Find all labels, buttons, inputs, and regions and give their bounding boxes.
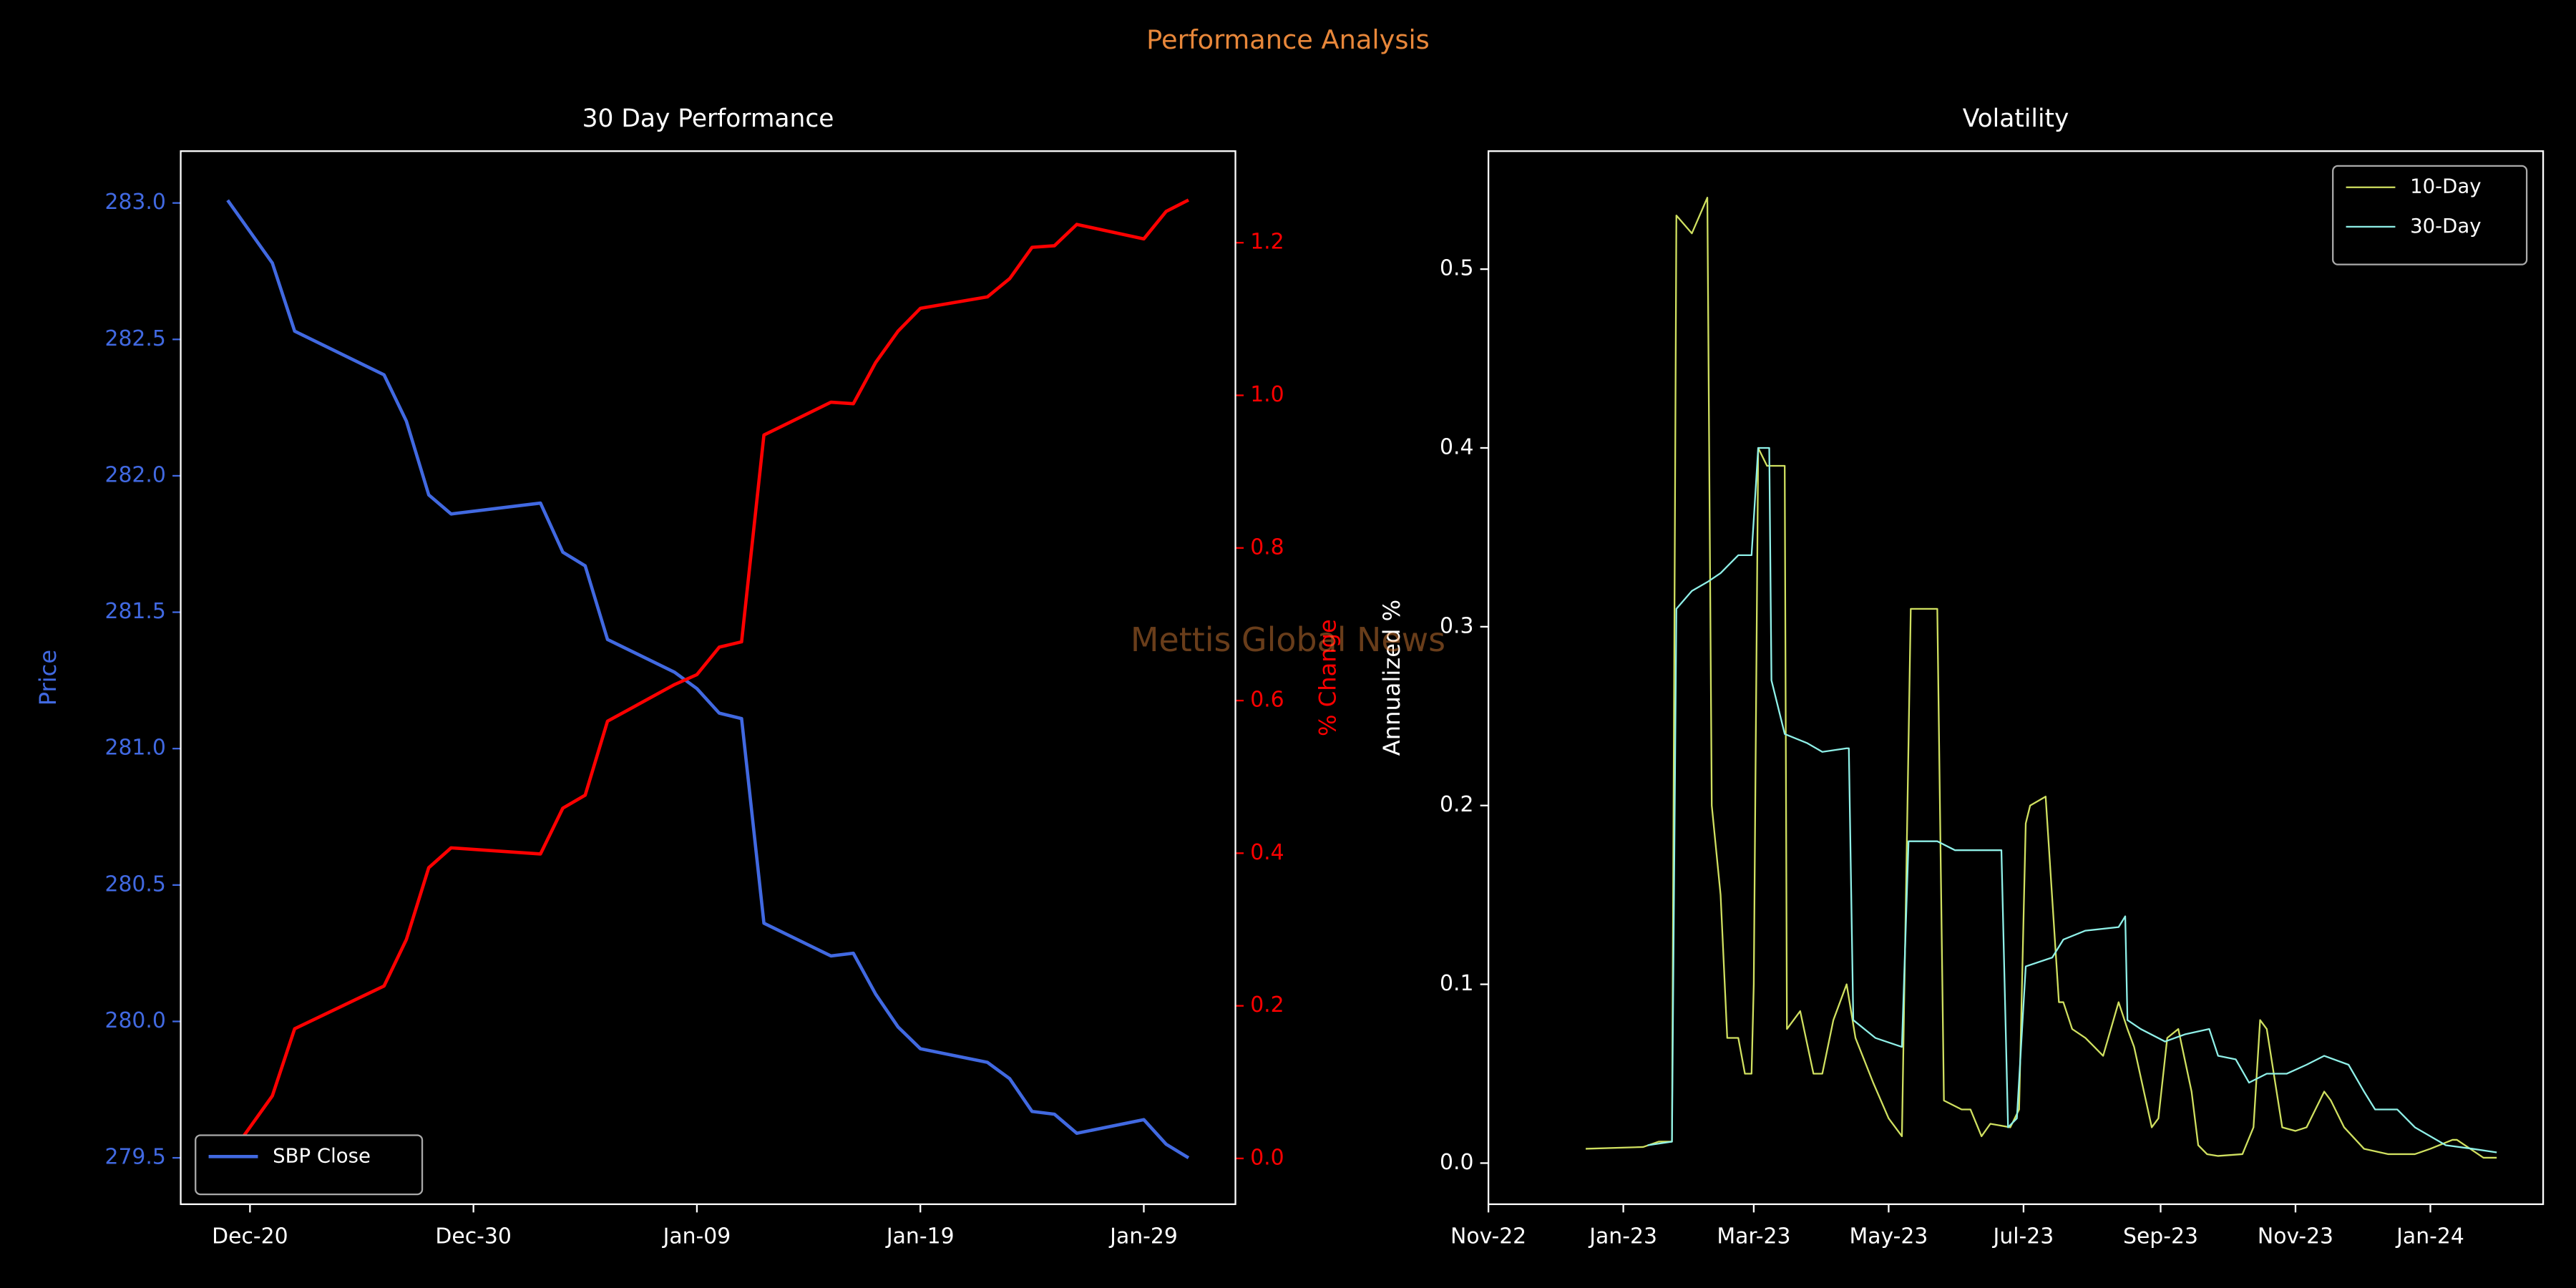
y-tick-label: 283.0 [104,190,165,215]
y-axis-label: Price [34,650,62,706]
y-tick-label: 0.4 [1440,434,1473,459]
y-tick-label: 280.0 [104,1008,165,1033]
y-tick-label: 0.0 [1440,1150,1473,1175]
y2-tick-label: 0.2 [1250,992,1284,1018]
legend-label: 30-Day [2410,215,2481,238]
legend: 10-Day 30-Day [2332,165,2528,265]
legend: SBP Close [195,1134,424,1196]
x-tick-label: May-23 [1849,1224,1928,1249]
x-tick-label: Dec-30 [435,1224,511,1249]
x-tick-label: Sep-23 [2123,1224,2198,1249]
legend-label: 10-Day [2410,175,2481,198]
y2-tick-label: 0.4 [1250,840,1284,865]
panel-title: Volatility [1963,104,2069,133]
y2-tick-label: 0.6 [1250,688,1284,713]
x-tick-label: Mar-23 [1717,1224,1790,1249]
y-tick-label: 0.2 [1440,792,1473,817]
y-tick-label: 0.3 [1440,613,1473,638]
series-line [226,199,1190,1160]
y2-tick-label: 0.0 [1250,1145,1284,1170]
watermark: Mettis Global News [1131,620,1445,659]
y-axis-label: Annualized % [1378,600,1405,756]
series-line [226,198,1190,1160]
y-tick-label: 279.5 [104,1145,165,1170]
y2-tick-label: 1.0 [1250,382,1284,407]
x-tick-label: Jan-09 [662,1224,731,1249]
y-tick-label: 280.5 [104,872,165,897]
x-tick-label: Nov-22 [1450,1224,1526,1249]
y-tick-label: 282.0 [104,462,165,487]
y-tick-label: 0.5 [1440,256,1473,281]
x-tick-label: Jul-23 [1992,1224,2054,1249]
y-tick-label: 0.1 [1440,971,1473,996]
y-tick-label: 282.5 [104,326,165,351]
x-tick-label: Jan-23 [1588,1224,1657,1249]
x-tick-label: Dec-20 [212,1224,288,1249]
x-tick-label: Jan-24 [2395,1224,2464,1249]
plot-frame [180,150,1236,1206]
y2-tick-label: 0.8 [1250,535,1284,560]
x-tick-label: Nov-23 [2258,1224,2333,1249]
plot-frame [1487,150,2545,1206]
legend-box [195,1134,424,1196]
y-tick-label: 281.5 [104,599,165,624]
y2-tick-label: 1.2 [1250,230,1284,255]
y-tick-label: 281.0 [104,736,165,761]
series-line [1586,197,2497,1159]
legend-box [2332,165,2528,265]
series-line [1647,447,2497,1153]
figure-title: Performance Analysis [1146,24,1430,55]
x-tick-label: Jan-19 [885,1224,955,1249]
legend-label: SBP Close [273,1144,371,1167]
x-tick-label: Jan-29 [1108,1224,1178,1249]
panel-title: 30 Day Performance [582,104,834,133]
y2-axis-label: % Change [1314,619,1341,736]
